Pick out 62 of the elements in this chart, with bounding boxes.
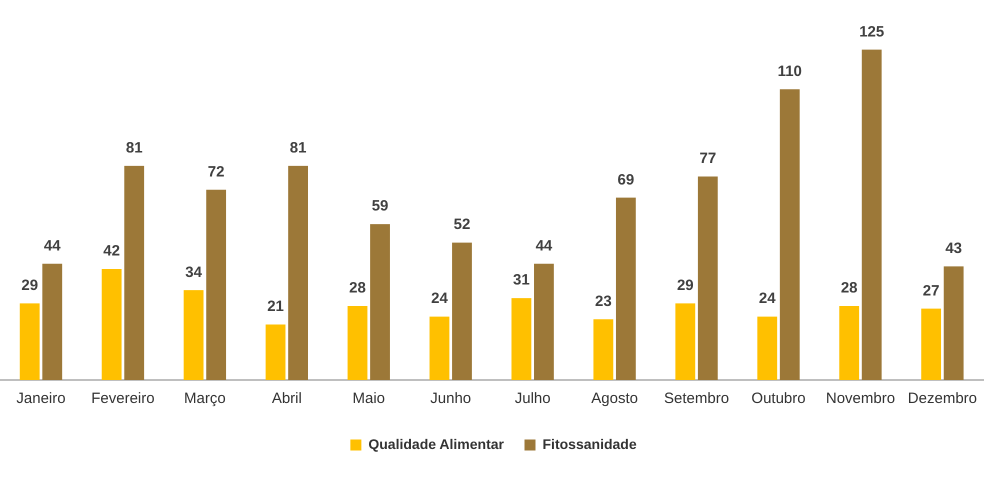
bar	[511, 298, 532, 380]
x-tick-label: Dezembro	[908, 390, 978, 408]
bar	[698, 176, 718, 380]
data-label: 44	[44, 237, 62, 254]
bar	[593, 319, 614, 380]
data-label: 28	[840, 280, 858, 297]
bar	[534, 264, 554, 380]
data-label: 52	[454, 216, 470, 234]
bar	[757, 316, 778, 380]
x-tick-label: Agosto	[591, 390, 638, 408]
x-tick-label: Outubro	[751, 390, 806, 408]
data-label: 29	[21, 277, 38, 294]
bar	[102, 269, 122, 380]
data-label: 28	[349, 280, 366, 297]
data-label: 27	[922, 282, 940, 300]
data-label: 23	[595, 292, 612, 310]
bar	[206, 190, 226, 380]
data-label: 110	[778, 62, 802, 80]
legend-label: Fitossanidade	[542, 436, 637, 452]
data-label: 43	[945, 240, 962, 257]
bar	[20, 303, 40, 380]
x-tick-label: Setembro	[664, 390, 730, 408]
data-label: 59	[372, 198, 388, 215]
data-label: 31	[513, 272, 530, 289]
data-label: 81	[290, 140, 306, 157]
bar	[675, 303, 696, 380]
data-label: 42	[103, 242, 120, 260]
bar	[184, 290, 204, 380]
data-label: 21	[267, 298, 284, 316]
data-label: 81	[126, 140, 143, 157]
data-label: 29	[676, 277, 694, 294]
data-label: 44	[536, 237, 553, 254]
x-tick-label: Abril	[272, 390, 302, 408]
bar	[921, 308, 942, 380]
bar	[430, 316, 450, 380]
data-label: 125	[859, 23, 884, 40]
bar	[839, 306, 860, 380]
bar	[42, 264, 62, 380]
bar	[862, 50, 882, 380]
legend-label: Qualidade Alimentar	[368, 436, 505, 452]
bar	[266, 324, 286, 380]
data-label: 34	[185, 264, 203, 281]
data-label: 24	[758, 290, 776, 308]
x-tick-label: Novembro	[826, 390, 896, 408]
bar	[124, 166, 144, 380]
data-label: 77	[699, 150, 716, 168]
bar	[452, 242, 472, 380]
bar	[944, 266, 964, 380]
data-label: 69	[618, 171, 634, 188]
bar	[348, 306, 368, 380]
data-label: 72	[208, 163, 224, 180]
bar	[780, 89, 800, 380]
bar	[616, 198, 636, 380]
x-tick-label: Fevereiro	[91, 390, 155, 408]
x-tick-label: Maio	[352, 390, 386, 408]
bar	[288, 166, 308, 380]
x-tick-label: Junho	[430, 390, 472, 408]
x-tick-label: Março	[184, 390, 226, 408]
x-tick-label: Julho	[514, 390, 551, 408]
data-label: 24	[431, 290, 448, 308]
x-tick-label: Janeiro	[16, 390, 66, 408]
bar	[370, 224, 390, 380]
